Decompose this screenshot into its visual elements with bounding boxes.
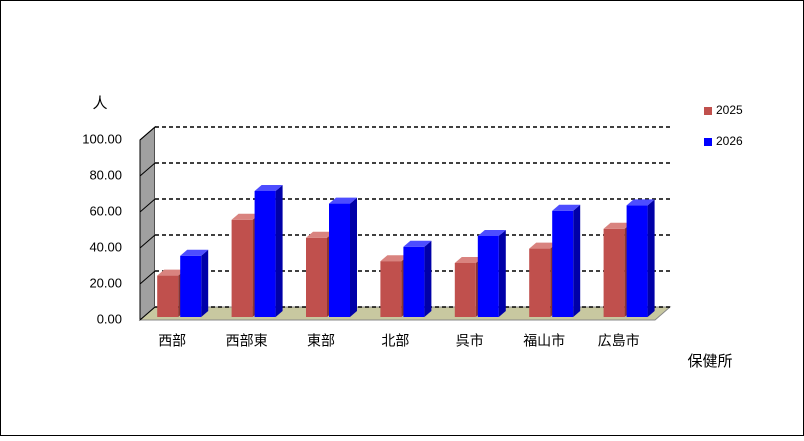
x-tick-label: 西部 — [158, 333, 186, 349]
bar-face — [603, 222, 632, 229]
x-tick-label: 福山市 — [523, 333, 565, 349]
bar — [180, 249, 209, 317]
y-tick-label: 100.00 — [82, 131, 122, 146]
bar-face — [529, 248, 551, 317]
bar-face — [477, 230, 506, 236]
bar-face — [254, 191, 276, 317]
legend-swatch — [704, 138, 712, 146]
bar-face — [403, 240, 432, 247]
x-tick-label: 北部 — [381, 333, 409, 349]
bar-face — [626, 205, 648, 317]
bar-face — [157, 269, 186, 276]
bar-face — [498, 230, 506, 317]
bar — [403, 240, 432, 317]
bar-face — [254, 185, 283, 191]
bar-face — [403, 246, 425, 317]
grid-line — [139, 126, 156, 141]
bar — [477, 230, 506, 317]
bar-face — [180, 255, 202, 317]
legend-label: 2026 — [716, 134, 743, 148]
bar-face — [454, 263, 476, 317]
bar-face — [552, 210, 574, 317]
bar-face — [647, 199, 655, 317]
x-axis-label: 保健所 — [687, 353, 732, 370]
bar-face — [231, 213, 260, 220]
side-wall — [139, 125, 156, 322]
grid-line — [139, 270, 156, 285]
y-axis-label: 人 — [92, 95, 107, 112]
grid-line — [139, 162, 156, 177]
grid-line — [139, 234, 156, 249]
bar-face — [306, 231, 334, 238]
bar-face — [529, 242, 558, 249]
x-tick-label: 広島市 — [598, 333, 640, 349]
y-tick-label: 40.00 — [89, 239, 122, 254]
x-tick-label: 呉市 — [456, 333, 484, 349]
bar-face — [329, 203, 350, 317]
grid-line — [139, 198, 156, 213]
bar-face — [275, 185, 283, 317]
y-tick-label: 60.00 — [89, 203, 122, 218]
bar-face — [380, 261, 402, 317]
x-tick-label: 東部 — [307, 333, 335, 349]
bar-face — [329, 197, 357, 204]
bar-face — [231, 219, 253, 317]
bar — [552, 204, 581, 317]
bar-face — [180, 249, 209, 256]
bar-face — [380, 255, 409, 262]
legend-swatch — [704, 107, 712, 115]
y-tick-label: 0.00 — [97, 311, 122, 326]
bar-face — [552, 204, 581, 211]
bar — [626, 199, 655, 317]
bar — [254, 185, 283, 317]
bar-face — [201, 249, 209, 317]
bar-face — [477, 236, 499, 317]
x-tick-label: 西部東 — [226, 333, 268, 349]
grid-line — [139, 306, 156, 321]
bar-face — [350, 197, 357, 317]
bar — [329, 197, 357, 317]
bar-face — [424, 240, 432, 317]
bar-face — [157, 275, 179, 317]
bar-face — [573, 204, 581, 317]
bar-face — [626, 199, 655, 206]
y-tick-label: 20.00 — [89, 275, 122, 290]
bar-face — [454, 257, 483, 263]
y-tick-label: 80.00 — [89, 167, 122, 182]
bar-face — [306, 237, 327, 317]
bar-face — [603, 228, 625, 317]
legend-label: 2025 — [716, 103, 743, 117]
